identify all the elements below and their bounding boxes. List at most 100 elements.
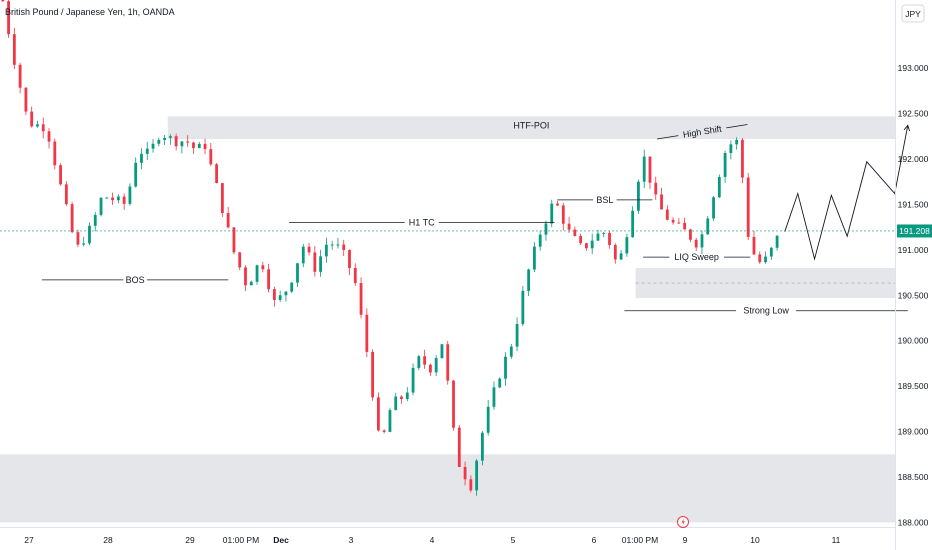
- candle-body: [579, 235, 583, 244]
- candle-body: [590, 240, 594, 249]
- candle-body: [700, 234, 704, 248]
- candle-body: [556, 203, 559, 206]
- candle-body: [330, 244, 334, 246]
- candle-body: [689, 229, 692, 240]
- candle-body: [602, 232, 606, 234]
- candle-body: [111, 197, 114, 201]
- time-tick-label: 11: [832, 535, 841, 545]
- candle-body: [567, 223, 571, 230]
- candle-body: [423, 356, 427, 365]
- candle-body: [1, 0, 5, 2]
- time-tick-label: 29: [185, 535, 195, 545]
- time-tick-label: Dec: [273, 535, 289, 545]
- candle-body: [267, 269, 271, 290]
- time-tick-label: 01:00 PM: [622, 535, 658, 545]
- candle-body: [752, 236, 756, 255]
- candle-body: [509, 346, 513, 357]
- candle-body: [249, 281, 253, 286]
- price-tick-label: 189.000: [898, 427, 929, 437]
- time-tick-label: 5: [511, 535, 516, 545]
- level-label: H1 TC: [409, 218, 435, 228]
- candle-body: [400, 396, 403, 400]
- high-shift-line: [656, 135, 679, 140]
- candle-body: [608, 232, 611, 245]
- zone-box: [167, 116, 895, 140]
- candle-body: [405, 392, 409, 400]
- candle-body: [41, 124, 45, 132]
- price-tick-label: 190.000: [898, 336, 929, 346]
- candle-body: [163, 137, 166, 140]
- candle-body: [706, 218, 710, 235]
- candle-body: [376, 397, 380, 431]
- candle-body: [192, 142, 195, 149]
- candle-body: [746, 177, 750, 237]
- candle-body: [53, 141, 57, 166]
- chart-title: British Pound / Japanese Yen, 1h, OANDA: [5, 7, 175, 17]
- candle-body: [671, 219, 675, 223]
- candle-body: [498, 378, 502, 388]
- price-axis[interactable]: 193.000 192.500 192.000 191.500 191.000 190.5…: [898, 63, 929, 527]
- candle-body: [244, 267, 247, 286]
- candle-body: [307, 246, 311, 253]
- candle-body: [486, 406, 490, 433]
- currency-badge[interactable]: JPY: [901, 4, 925, 23]
- candle-body: [440, 344, 444, 359]
- candle-body: [105, 197, 109, 199]
- time-tick-label: 27: [24, 535, 34, 545]
- candle-body: [723, 152, 727, 177]
- candle-body: [683, 222, 687, 230]
- price-tick-label: 188.000: [898, 517, 929, 527]
- candle-body: [411, 367, 415, 393]
- candle-body: [284, 291, 288, 296]
- candle-body: [527, 269, 531, 291]
- candle-body: [775, 235, 779, 248]
- candle-body: [151, 143, 155, 149]
- price-tick-label: 188.500: [898, 472, 929, 482]
- candle-body: [232, 227, 236, 253]
- candle-body: [88, 225, 91, 244]
- last-price-badge: 191.208: [897, 224, 932, 238]
- candle-body: [677, 222, 681, 224]
- candle-body: [365, 314, 369, 352]
- candle-body: [238, 252, 242, 268]
- candle-body: [203, 143, 207, 150]
- candle-body: [521, 290, 525, 325]
- candle-body: [128, 186, 132, 204]
- projection-layer: [784, 124, 911, 261]
- alert-icon[interactable]: [677, 516, 689, 528]
- price-tick-label: 192.500: [898, 109, 929, 119]
- candle-body: [428, 364, 432, 373]
- time-tick-label: 3: [349, 535, 354, 545]
- candle-body: [463, 466, 467, 480]
- candle-body: [296, 263, 299, 283]
- candle-body: [625, 237, 629, 254]
- currency-label: JPY: [905, 9, 921, 19]
- candle-body: [359, 283, 363, 315]
- candle-body: [758, 254, 762, 263]
- time-tick-label: 4: [430, 535, 435, 545]
- candle-body: [654, 182, 658, 195]
- projection-arrowhead: [903, 124, 911, 132]
- candle-body: [93, 214, 97, 226]
- candle-body: [261, 265, 265, 270]
- candle-body: [272, 289, 276, 300]
- time-tick-label: 9: [683, 535, 688, 545]
- candle-body: [36, 124, 39, 127]
- candle-body: [70, 204, 74, 233]
- candles-layer: [1, 0, 779, 496]
- candle-body: [585, 243, 588, 249]
- candle-body: [717, 176, 721, 198]
- candle-body: [648, 156, 652, 183]
- candle-body: [769, 247, 773, 257]
- zone-label: HTF-POI: [513, 120, 549, 130]
- time-tick-label: 10: [750, 535, 760, 545]
- candle-body: [140, 153, 143, 163]
- price-tick-label: 191.000: [898, 245, 929, 255]
- candle-body: [457, 427, 461, 467]
- candle-body: [492, 387, 496, 407]
- candle-body: [59, 165, 62, 185]
- time-axis[interactable]: 27 28 29 01:00 PM Dec 3 4 5 6 01:00 PM 9 10 11: [24, 535, 840, 545]
- price-tick-label: 193.000: [898, 63, 929, 73]
